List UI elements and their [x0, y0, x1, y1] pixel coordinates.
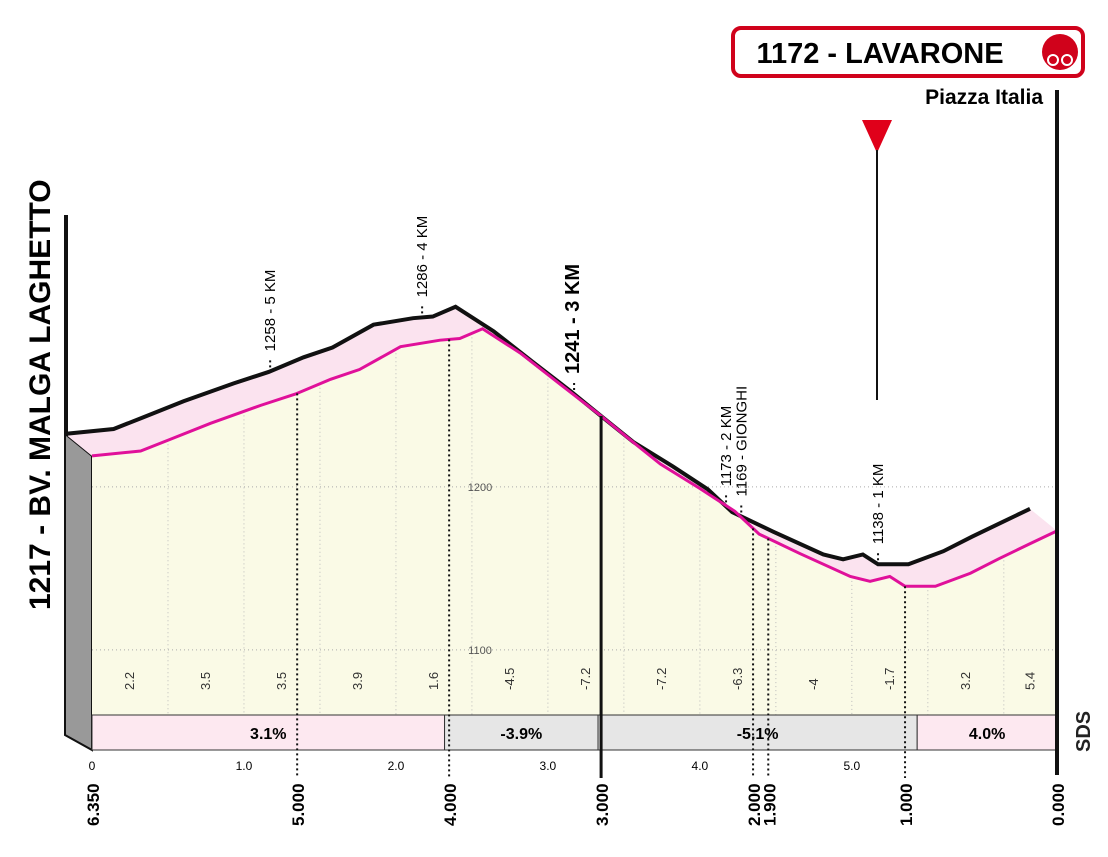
finish-icon: [1042, 34, 1078, 70]
to-go-label: 2.000: [745, 783, 764, 826]
sector-bar: [597, 714, 918, 751]
to-go-label: 0.000: [1049, 783, 1068, 826]
gradient-label: 5.4: [1022, 672, 1037, 690]
sector-label: -3.9%: [500, 726, 542, 743]
gradient-label: -4.5: [502, 668, 517, 690]
y-tick-label: 1200: [468, 482, 492, 494]
gradient-label: -4: [806, 678, 821, 690]
gradient-label: 1.6: [426, 672, 441, 690]
sector-bar: [916, 714, 1058, 751]
start-wall: [64, 431, 93, 752]
sector-label: -5.1%: [737, 726, 779, 743]
to-go-label: 1.900: [760, 783, 779, 826]
x-tick-label: 2.0: [388, 759, 405, 773]
finish-subtitle: Piazza Italia: [925, 86, 1043, 109]
finish-icon: [1047, 54, 1059, 66]
to-go-label: 1.000: [897, 783, 916, 826]
x-tick-label: 0: [89, 759, 96, 773]
profile-line: [91, 327, 1058, 588]
sector-bar: [444, 714, 599, 751]
waypoint-label: 1173 - 2 KM: [718, 406, 735, 487]
finish-box: [731, 26, 1085, 78]
to-go-label: 4.000: [441, 783, 460, 826]
flamme-rouge: [862, 120, 892, 153]
gradient-label: 2.2: [122, 672, 137, 690]
x-tick-label: 5.0: [843, 759, 860, 773]
gradient-label: 3.5: [274, 672, 289, 690]
sector-label: 3.1%: [250, 726, 286, 743]
finish-icon: [1061, 54, 1073, 66]
to-go-label: 6.350: [84, 783, 103, 826]
to-go-label: 3.000: [593, 783, 612, 826]
sector-label: 4.0%: [969, 726, 1005, 743]
waypoint-label: 1258 - 5 KM: [262, 270, 279, 352]
gradient-label: -7.2: [578, 668, 593, 690]
profile-face: [92, 328, 1057, 715]
waypoint-label: 1138 - 1 KM: [870, 464, 887, 545]
waypoint-label: 1241 - 3 KM: [562, 264, 584, 374]
profile-top: [65, 306, 1057, 587]
start-label: 1217 - BV. MALGA LAGHETTO: [24, 179, 57, 610]
x-tick-label: 4.0: [692, 759, 709, 773]
gradient-label: -7.2: [654, 668, 669, 690]
to-go-label: 5.000: [289, 783, 308, 826]
x-tick-label: 3.0: [540, 759, 557, 773]
y-tick-label: 1100: [468, 645, 492, 657]
logo: SDS: [1073, 711, 1095, 752]
waypoint-label: 1169 - GIONGHI: [733, 386, 750, 497]
x-tick-label: 1.0: [236, 759, 253, 773]
gradient-label: 3.9: [350, 672, 365, 690]
sector-bar: [91, 714, 446, 751]
gradient-label: -1.7: [882, 668, 897, 690]
gradient-label: 3.5: [198, 672, 213, 690]
gradient-label: -6.3: [730, 668, 745, 690]
waypoint-label: 1286 - 4 KM: [414, 216, 431, 298]
gradient-label: 3.2: [958, 672, 973, 690]
finish-title: 1172 - LAVARONE: [756, 38, 1003, 70]
